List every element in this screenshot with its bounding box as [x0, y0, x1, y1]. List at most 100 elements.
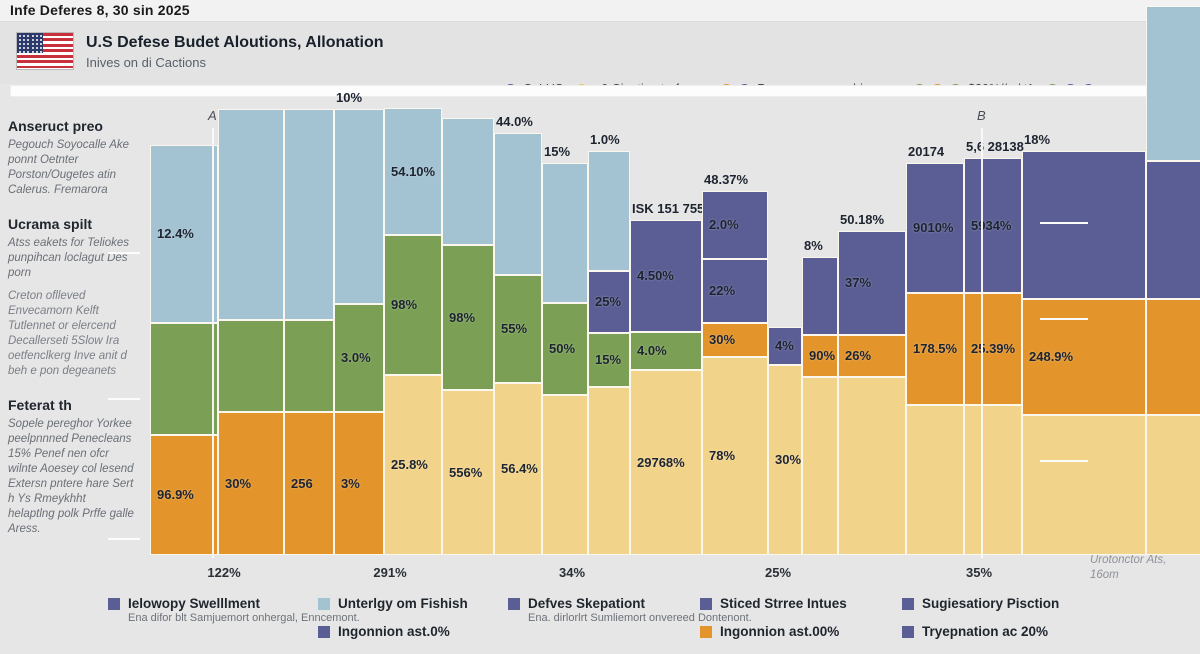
- bar-segment[interactable]: 56.4%: [494, 383, 542, 555]
- segment-value-label: 178.5%: [913, 341, 958, 356]
- bar-segment[interactable]: 25.8%: [384, 375, 442, 555]
- bar-segment[interactable]: 90%: [802, 335, 838, 377]
- leader-line: [108, 252, 140, 254]
- segment-value-label: 98%: [391, 297, 418, 312]
- bar-segment[interactable]: 78%: [702, 357, 768, 555]
- bar-segment[interactable]: 9010%: [906, 163, 964, 293]
- legend-item[interactable]: Tryepnation ac 20%: [902, 624, 1048, 639]
- bar-column[interactable]: 30%: [218, 109, 284, 555]
- bar-column[interactable]: 30% 4%: [768, 110, 802, 555]
- bar-column[interactable]: 50% 15%: [542, 110, 588, 555]
- segment-value-label: 4.50%: [637, 268, 674, 283]
- bar-segment[interactable]: [1146, 415, 1200, 555]
- bar-segment[interactable]: [802, 257, 838, 335]
- bar-segment[interactable]: 556%: [442, 390, 494, 555]
- bar-segment[interactable]: [1146, 299, 1200, 415]
- bar-segment[interactable]: 29768%: [630, 370, 702, 555]
- legend-item[interactable]: Ingonnion ast.00%: [700, 624, 839, 639]
- bar-segment[interactable]: [218, 320, 284, 412]
- flag-star: [40, 51, 42, 54]
- bar-segment[interactable]: 96.9%: [150, 435, 218, 555]
- bar-segment[interactable]: 5934%: [964, 158, 1022, 293]
- bar-segment[interactable]: 4.50%: [630, 220, 702, 332]
- legend-item[interactable]: Unterlgy om Fishish: [318, 596, 468, 611]
- legend-label: Ingonnion ast.00%: [720, 624, 840, 639]
- bar-column[interactable]: 178.5% 9010% 20174: [906, 110, 964, 555]
- bar-segment[interactable]: 26%: [838, 335, 906, 377]
- bar-segment[interactable]: [1146, 161, 1200, 299]
- legend-item[interactable]: Defves Skepationt Ena. dirlorlrt Sumliemo…: [508, 596, 752, 625]
- bar-total-label: 10%: [336, 90, 363, 105]
- bar-segment[interactable]: 256: [284, 412, 334, 555]
- bar-segment[interactable]: 37%: [838, 231, 906, 335]
- bar-segment[interactable]: 30%: [218, 412, 284, 555]
- bar-column[interactable]: 25.39% 5934% 5,6 28138: [964, 110, 1024, 555]
- bar-segment[interactable]: 22%: [702, 259, 768, 323]
- flag-star: [19, 47, 21, 50]
- bar-segment[interactable]: [1146, 6, 1200, 161]
- flag-stripe: [17, 54, 73, 58]
- bar-segment[interactable]: [218, 109, 284, 320]
- legend-sublabel: Ena. dirlorlrt Sumliemort onvereed Donte…: [528, 612, 752, 624]
- bar-segment[interactable]: [542, 163, 588, 303]
- bar-segment[interactable]: [588, 151, 630, 271]
- bar-column[interactable]: 15% 25% 1.0%: [588, 110, 630, 555]
- bar-column[interactable]: 45.6%: [1146, 0, 1200, 555]
- bar-column[interactable]: 90% 8%: [802, 110, 838, 555]
- bar-segment[interactable]: [1022, 415, 1146, 555]
- bar-column[interactable]: 29768% 4.0% 4.50% ISK 151 755: [630, 110, 704, 555]
- bar-segment[interactable]: 55%: [494, 275, 542, 383]
- bar-segment[interactable]: [588, 387, 630, 555]
- bar-column[interactable]: 78% 30% 22% 2.0% 48.37%: [702, 110, 768, 555]
- bar-segment[interactable]: 54.10%: [384, 108, 442, 235]
- bar-segment[interactable]: 98%: [442, 245, 494, 390]
- legend-item[interactable]: Ingonnion ast.0%: [318, 624, 450, 639]
- flag-star: [35, 43, 38, 46]
- bar-segment[interactable]: 4%: [768, 327, 802, 365]
- bar-segment[interactable]: 248.9%: [1022, 299, 1146, 415]
- bar-segment[interactable]: 25%: [588, 271, 630, 333]
- bar-column[interactable]: 25.8% 98% 54.10%: [384, 108, 442, 555]
- bar-segment[interactable]: [838, 377, 906, 555]
- bar-segment[interactable]: [334, 109, 384, 304]
- flag-star: [40, 47, 42, 50]
- segment-value-label: 98%: [449, 309, 476, 325]
- bar-segment[interactable]: 30%: [768, 365, 802, 555]
- bar-segment[interactable]: 4.0%: [630, 332, 702, 370]
- bar-segment[interactable]: 12.4%: [150, 145, 218, 323]
- marker-guide-line: [981, 128, 983, 558]
- bar-segment[interactable]: [964, 405, 1022, 555]
- bar-segment[interactable]: [906, 405, 964, 555]
- bar-segment[interactable]: 98%: [384, 235, 442, 375]
- bar-segment[interactable]: 30%: [702, 323, 768, 357]
- bar-segment[interactable]: 3%: [334, 412, 384, 555]
- bar-column[interactable]: 3% 3.0% 10%: [334, 90, 384, 555]
- legend-item[interactable]: Sticed Strree Intues: [700, 596, 847, 611]
- segment-value-label: 248.9%: [1029, 349, 1074, 364]
- bar-segment[interactable]: 3.0%: [334, 304, 384, 412]
- bar-column[interactable]: 556% 98%: [442, 110, 494, 555]
- bar-column[interactable]: 96.9% 12.4%: [150, 110, 218, 555]
- bar-segment[interactable]: [494, 133, 542, 275]
- bar-segment[interactable]: [542, 395, 588, 555]
- bar-segment[interactable]: [284, 320, 334, 412]
- bar-column[interactable]: 248.9% 18%: [1022, 110, 1146, 555]
- segment-value-label: 15%: [595, 352, 622, 367]
- bar-segment[interactable]: [150, 323, 218, 435]
- flag-star: [27, 35, 30, 38]
- bar-segment[interactable]: [284, 109, 334, 320]
- legend-item[interactable]: Sugiesatiory Pisction: [902, 596, 1059, 611]
- bar-segment[interactable]: [442, 118, 494, 245]
- bar-segment[interactable]: [1022, 151, 1146, 299]
- bar-column[interactable]: 56.4% 55% 44.0%: [494, 110, 542, 555]
- bar-segment[interactable]: [802, 377, 838, 555]
- bar-segment[interactable]: 178.5%: [906, 293, 964, 405]
- bar-column[interactable]: 26% 37% 50.18%: [838, 110, 906, 555]
- bar-segment[interactable]: 15%: [588, 333, 630, 387]
- legend-item[interactable]: Ielowopy Swelllment Ena difor blt Samjuem…: [108, 596, 360, 625]
- segment-value-label: 22%: [709, 283, 736, 298]
- bar-segment[interactable]: 2.0%: [702, 191, 768, 259]
- bar-segment[interactable]: 25.39%: [964, 293, 1022, 405]
- bar-segment[interactable]: 50%: [542, 303, 588, 395]
- bar-column[interactable]: 256: [284, 109, 334, 555]
